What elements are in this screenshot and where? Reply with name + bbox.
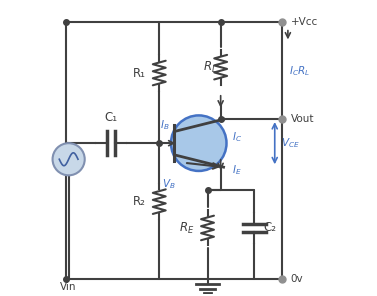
Text: C₁: C₁ xyxy=(104,111,118,124)
Text: $I_B$: $I_B$ xyxy=(160,118,170,132)
Text: $I_C$: $I_C$ xyxy=(232,130,242,144)
Text: $V_{CE}$: $V_{CE}$ xyxy=(280,136,299,150)
Text: Vin: Vin xyxy=(60,282,77,292)
Text: $I_C R_L$: $I_C R_L$ xyxy=(290,65,311,78)
Text: $I_E$: $I_E$ xyxy=(232,163,241,177)
Text: +Vcc: +Vcc xyxy=(291,17,318,27)
Text: R₁: R₁ xyxy=(133,67,146,80)
Text: Vout: Vout xyxy=(291,114,314,124)
Text: C₂: C₂ xyxy=(263,221,276,234)
Circle shape xyxy=(171,115,227,171)
Text: $R_E$: $R_E$ xyxy=(179,221,195,236)
Circle shape xyxy=(52,143,85,175)
Text: 0v: 0v xyxy=(291,274,303,284)
Text: R₂: R₂ xyxy=(133,195,146,208)
Text: $R_L$: $R_L$ xyxy=(204,59,218,75)
Text: $V_B$: $V_B$ xyxy=(162,177,176,191)
